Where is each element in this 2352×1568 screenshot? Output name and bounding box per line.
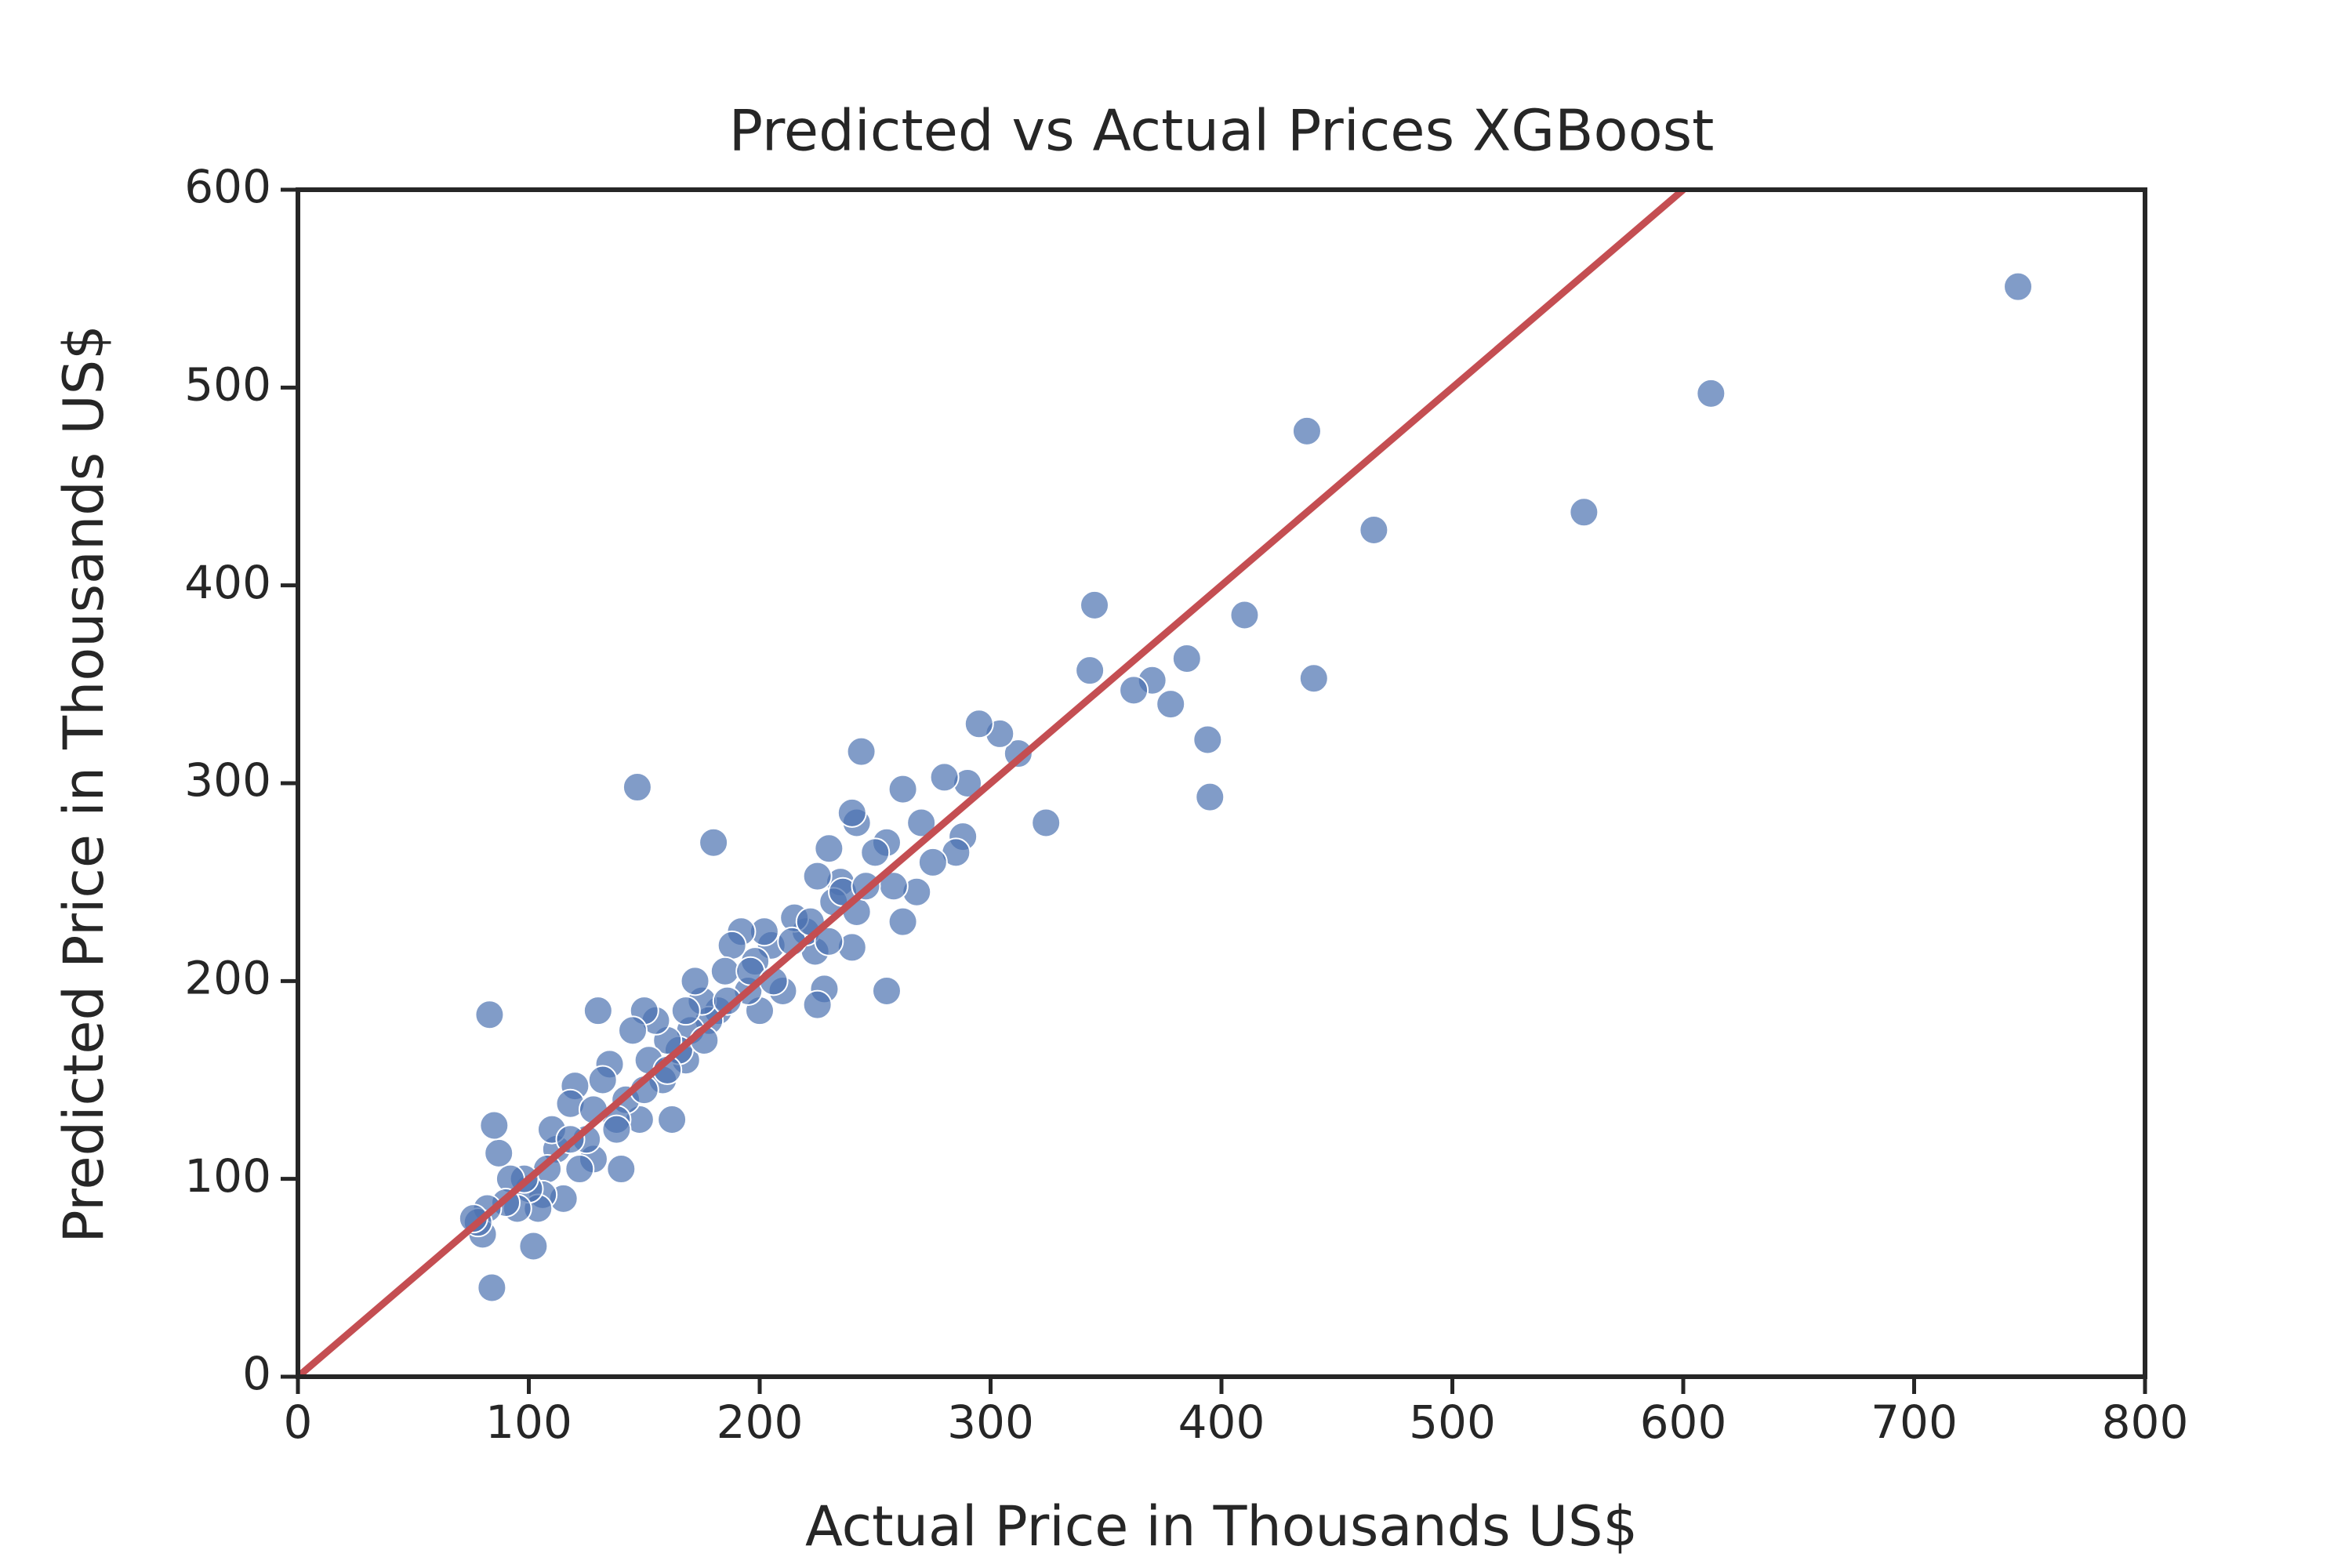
scatter-point xyxy=(680,966,710,996)
scatter-point xyxy=(1156,689,1186,720)
scatter-point xyxy=(1192,724,1223,755)
scatter-point xyxy=(657,1104,688,1134)
scatter-point xyxy=(1291,416,1322,446)
scatter-point xyxy=(583,996,613,1026)
reference-line xyxy=(298,190,1686,1377)
scatter-point xyxy=(606,1154,637,1185)
y-tick-label: 0 xyxy=(242,1347,271,1400)
scatter-point xyxy=(477,1272,507,1303)
x-tick-label: 400 xyxy=(1178,1396,1265,1449)
scatter-point xyxy=(1229,600,1260,630)
scatter-point xyxy=(717,930,747,960)
scatter-point xyxy=(479,1110,510,1141)
scatter-point xyxy=(1569,497,1599,528)
scatter-point xyxy=(906,808,937,838)
scatter-point xyxy=(670,996,701,1026)
scatter-point xyxy=(699,827,729,858)
scatter-point xyxy=(518,1231,549,1261)
scatter-point xyxy=(1171,644,1202,674)
x-tick-label: 100 xyxy=(485,1396,572,1449)
x-tick-label: 500 xyxy=(1409,1396,1496,1449)
x-tick-label: 200 xyxy=(717,1396,804,1449)
y-tick-label: 600 xyxy=(184,160,271,213)
scatter-point xyxy=(618,1015,648,1046)
scatter-point xyxy=(710,956,740,986)
x-axis-label: Actual Price in Thousands US$ xyxy=(805,1494,1638,1559)
scatter-point xyxy=(587,1065,618,1095)
scatter-point xyxy=(802,861,833,891)
y-tick-label: 200 xyxy=(184,951,271,1004)
y-tick-label: 100 xyxy=(184,1149,271,1203)
scatter-point xyxy=(814,833,844,864)
chart-title: Predicted vs Actual Prices XGBoost xyxy=(729,98,1715,164)
scatter-point xyxy=(846,736,877,767)
x-tick-label: 300 xyxy=(947,1396,1034,1449)
scatter-point xyxy=(860,837,891,868)
scatter-point xyxy=(1195,782,1225,812)
scatter-point xyxy=(837,797,867,828)
scatter-point xyxy=(484,1138,514,1168)
scatter-point xyxy=(1003,739,1033,769)
scatter-point xyxy=(814,926,844,956)
scatter-point xyxy=(622,772,652,803)
scatter-point xyxy=(1696,378,1726,408)
scatter-point xyxy=(1031,808,1062,838)
y-tick-label: 400 xyxy=(184,556,271,609)
x-tick-label: 800 xyxy=(2102,1396,2189,1449)
scatter-point xyxy=(802,989,833,1020)
x-tick-label: 600 xyxy=(1640,1396,1727,1449)
scatter-point xyxy=(917,847,948,877)
scatter-point xyxy=(1298,663,1329,694)
scatter-point xyxy=(929,762,960,793)
x-tick-label: 700 xyxy=(1871,1396,1958,1449)
scatter-point xyxy=(887,906,918,937)
y-tick-label: 300 xyxy=(184,753,271,807)
y-axis-label: Predicted Price in Thousands US$ xyxy=(52,325,116,1243)
scatter-point xyxy=(1075,655,1105,686)
scatter-point xyxy=(2003,271,2034,302)
scatter-point xyxy=(474,1000,505,1030)
plot-area xyxy=(298,190,2034,1377)
scatter-point xyxy=(1359,515,1389,546)
scatter-point xyxy=(964,709,994,739)
y-tick-label: 500 xyxy=(184,358,271,411)
scatter-point xyxy=(1119,675,1149,706)
scatter-point xyxy=(871,975,902,1006)
scatter-point xyxy=(564,1154,595,1185)
x-tick-label: 0 xyxy=(284,1396,313,1449)
scatter-point xyxy=(601,1114,632,1145)
scatter-point xyxy=(887,774,918,804)
scatter-point xyxy=(1080,590,1110,620)
